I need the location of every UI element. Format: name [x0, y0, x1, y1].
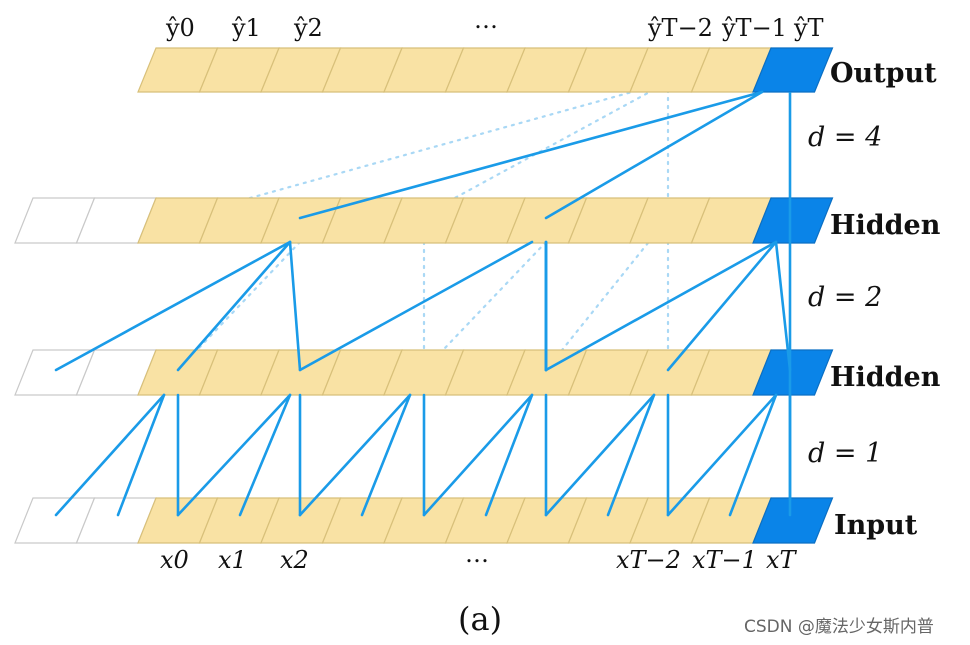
output-label-2: ŷ2 — [293, 14, 323, 42]
output-label-t: ŷT — [793, 14, 824, 42]
input-label-t: xT — [766, 546, 798, 574]
inactive-edge — [176, 80, 670, 220]
edges — [54, 90, 792, 517]
output-labels: ŷ0 ŷ1 ŷ2 … ŷT−2 ŷT−1 ŷT — [165, 6, 824, 42]
output-cell — [752, 47, 834, 93]
edge-output-to-hidden — [298, 90, 764, 220]
input-label-t-minus-1: xT−1 — [692, 546, 757, 574]
edge-hidden-to-input — [54, 393, 166, 517]
hidden-upper-cell — [752, 197, 834, 244]
input-label-1: x1 — [218, 546, 247, 574]
edge-hidden-to-input — [606, 393, 656, 517]
layer-name-output: Output — [830, 58, 937, 89]
input-label-ellipsis: … — [465, 540, 489, 568]
edge-hidden-to-input — [238, 393, 292, 517]
dilation-label-2: d = 2 — [808, 282, 882, 313]
hidden-lower-cell — [752, 349, 834, 396]
edge-hidden-to-input — [728, 393, 778, 517]
edge-hidden-to-input — [176, 393, 292, 517]
output-label-1: ŷ1 — [231, 14, 261, 42]
input-labels: x0 x1 x2 … xT−2 xT−1 xT — [160, 540, 798, 574]
input-cell — [752, 497, 834, 544]
output-label-t-minus-1: ŷT−1 — [721, 14, 787, 42]
layer-name-input: Input — [834, 510, 918, 541]
watermark: CSDN @魔法少女斯内普 — [744, 617, 934, 637]
cells — [14, 47, 834, 544]
inactive-edge — [176, 240, 302, 372]
edge-hidden-to-input — [484, 393, 534, 517]
edge-hidden-to-hidden — [666, 240, 778, 372]
output-label-0: ŷ0 — [165, 14, 195, 42]
edge-hidden-to-hidden — [176, 240, 292, 372]
input-label-t-minus-2: xT−2 — [616, 546, 681, 574]
output-label-ellipsis: … — [474, 6, 498, 34]
edge-hidden-to-hidden — [774, 240, 792, 372]
inactive-edge — [416, 80, 670, 220]
edge-hidden-to-hidden — [544, 240, 778, 372]
edge-hidden-to-hidden — [298, 240, 534, 372]
layer-names: Output Hidden Hidden Input — [830, 58, 941, 541]
edge-hidden-to-input — [422, 393, 534, 517]
edge-hidden-to-hidden — [54, 240, 292, 372]
edge-hidden-to-hidden — [288, 240, 302, 372]
layer-name-hidden-upper: Hidden — [830, 210, 941, 241]
inactive-edge — [422, 240, 548, 372]
dilation-labels: d = 4 d = 2 d = 1 — [808, 122, 882, 469]
layer-name-hidden-lower: Hidden — [830, 362, 941, 393]
input-label-2: x2 — [280, 546, 309, 574]
output-label-t-minus-2: ŷT−2 — [647, 14, 713, 42]
edge-output-to-hidden — [544, 90, 764, 220]
dilation-label-4: d = 4 — [808, 122, 882, 153]
figure-caption: (a) — [458, 600, 502, 638]
edge-hidden-to-input — [116, 393, 166, 517]
edge-hidden-to-input — [298, 393, 412, 517]
edge-hidden-to-input — [360, 393, 412, 517]
edge-hidden-to-input — [666, 393, 778, 517]
input-label-0: x0 — [160, 546, 189, 574]
edge-hidden-to-input — [544, 393, 656, 517]
dilation-label-1: d = 1 — [808, 438, 882, 469]
